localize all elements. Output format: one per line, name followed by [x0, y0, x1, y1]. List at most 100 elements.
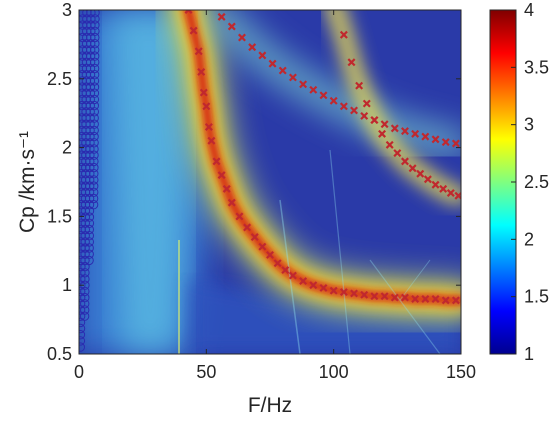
x-marker: [385, 140, 394, 149]
circle-marker: [86, 10, 96, 18]
x-marker: [197, 67, 206, 76]
x-marker: [189, 26, 198, 35]
colorbar-tick-label: 3.5: [524, 57, 549, 77]
x-marker: [400, 157, 409, 166]
x-marker: [360, 111, 369, 120]
x-marker: [370, 116, 379, 125]
y-tick-label: 1.5: [47, 206, 72, 226]
x-marker: [248, 43, 257, 52]
circle-marker: [79, 330, 86, 340]
x-marker: [309, 281, 318, 290]
x-marker: [350, 289, 359, 298]
x-marker: [362, 99, 371, 108]
x-marker: [281, 266, 290, 275]
x-marker: [235, 212, 244, 221]
x-marker: [380, 120, 389, 129]
x-marker: [378, 129, 387, 138]
x-marker: [393, 149, 402, 158]
circle-marker-series: [79, 10, 100, 352]
x-marker: [339, 102, 348, 111]
circle-marker: [79, 336, 86, 346]
x-marker: [431, 180, 440, 189]
x-marker: [421, 132, 430, 141]
x-marker: [184, 10, 193, 14]
x-marker: [199, 88, 208, 97]
y-tick-label: 1: [62, 275, 72, 295]
plot-frame: [78, 9, 462, 355]
x-marker: [258, 51, 267, 60]
x-marker: [238, 33, 246, 42]
x-marker: [227, 198, 236, 207]
x-marker: [431, 135, 440, 144]
x-marker: [416, 169, 425, 178]
y-tick-label: 2.5: [47, 69, 72, 89]
x-marker: [319, 283, 328, 292]
x-tick-label: 50: [196, 362, 216, 382]
x-marker: [400, 127, 409, 136]
x-marker: [355, 81, 364, 90]
x-marker: [227, 22, 236, 31]
x-marker: [250, 233, 259, 242]
x-marker: [266, 250, 274, 259]
x-marker: [408, 164, 417, 173]
x-marker: [194, 47, 203, 56]
colorbar-tick-label: 1: [524, 344, 534, 364]
x-marker: [288, 271, 297, 280]
x-marker: [258, 242, 267, 251]
x-marker: [423, 175, 432, 184]
x-marker: [441, 138, 450, 147]
x-marker: [390, 124, 399, 133]
x-marker: [299, 80, 308, 89]
colorbar-tick-label: 4: [524, 0, 534, 20]
circle-marker: [79, 323, 86, 334]
x-marker: [204, 122, 213, 131]
heatmap-field: [79, 10, 461, 354]
colorbar-tick-label: 2: [524, 229, 534, 249]
y-tick-label: 2: [62, 138, 72, 158]
x-marker: [268, 59, 277, 68]
y-tick-label: 3: [62, 0, 72, 20]
colorbar-ticks: 1 1.5 2 2.5 3 3.5 4: [511, 0, 549, 364]
x-marker: [411, 129, 420, 138]
x-marker: [431, 294, 440, 303]
x-marker: [380, 292, 389, 301]
x-marker: [207, 136, 216, 145]
colorbar-tick-label: 1.5: [524, 287, 549, 307]
x-marker: [400, 293, 409, 302]
colorbar-tick-label: 3: [524, 115, 534, 135]
x-marker: [288, 73, 297, 82]
x-marker-series: [184, 10, 461, 305]
x-marker: [370, 292, 379, 301]
x-marker: [329, 96, 338, 105]
circle-marker: [79, 342, 85, 352]
x-marker: [339, 30, 348, 39]
x-tick-label: 100: [319, 362, 349, 382]
x-marker: [390, 293, 399, 302]
colorbar-tick-label: 2.5: [524, 172, 549, 192]
x-marker: [439, 184, 448, 193]
x-tick-label: 150: [446, 362, 476, 382]
x-marker: [319, 91, 328, 100]
x-marker: [350, 106, 359, 115]
x-marker: [202, 102, 211, 111]
x-axis-ticks: 0 50 100 150: [74, 10, 476, 382]
x-marker: [212, 157, 221, 166]
x-marker: [421, 294, 430, 303]
y-tick-label: 0.5: [47, 344, 72, 364]
x-marker: [273, 259, 282, 268]
x-marker: [441, 296, 450, 305]
x-marker: [360, 290, 369, 299]
x-marker: [339, 288, 348, 297]
x-marker: [411, 294, 420, 303]
y-axis-label: Cp /km·s⁻¹: [16, 131, 39, 233]
x-marker: [446, 189, 455, 197]
x-marker: [217, 171, 226, 180]
circle-marker: [90, 10, 100, 18]
x-marker: [243, 223, 252, 232]
x-marker: [451, 296, 460, 305]
x-marker: [217, 12, 226, 21]
x-axis-label: F/Hz: [248, 394, 292, 417]
x-marker: [329, 286, 338, 295]
